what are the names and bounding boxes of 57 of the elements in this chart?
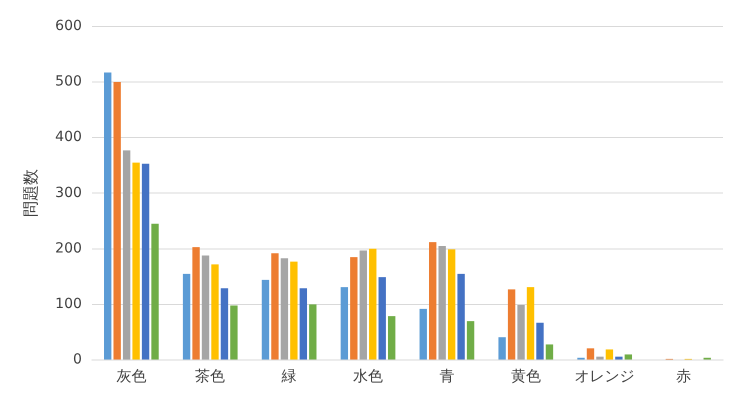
y-tick-label: 100 <box>55 296 82 312</box>
bar <box>388 316 396 360</box>
bar <box>498 337 506 360</box>
bar <box>280 258 288 360</box>
bar <box>624 354 632 360</box>
x-tick-label: 茶色 <box>195 366 226 385</box>
bar <box>586 348 594 360</box>
bar <box>182 274 190 360</box>
x-tick-label: オレンジ <box>574 366 635 385</box>
bar <box>517 304 525 360</box>
bar <box>309 304 316 360</box>
bar <box>596 356 604 360</box>
bar <box>615 356 623 360</box>
bar <box>271 253 279 360</box>
bar <box>429 242 436 360</box>
x-tick-label: 黄色 <box>510 366 541 385</box>
y-tick-label: 0 <box>73 352 82 368</box>
bar <box>350 257 358 360</box>
x-tick-label: 赤 <box>676 366 692 385</box>
bar <box>230 306 238 360</box>
bar <box>536 322 544 360</box>
bar <box>340 287 348 360</box>
x-tick-label: 灰色 <box>116 366 146 385</box>
y-tick-label: 600 <box>55 18 82 34</box>
y-tick-label: 500 <box>55 74 82 90</box>
y-tick-label: 200 <box>55 240 82 256</box>
bar <box>151 224 159 360</box>
bar <box>369 248 376 360</box>
y-axis-title: 問題数 <box>20 169 40 218</box>
bar <box>113 82 121 360</box>
bar <box>546 344 554 360</box>
x-tick-label: 緑 <box>280 366 297 385</box>
bar <box>290 262 298 360</box>
x-tick-label: 水色 <box>353 366 384 385</box>
bar <box>420 308 427 360</box>
bar <box>132 162 140 360</box>
bar <box>526 287 534 360</box>
bar <box>378 277 386 360</box>
bar <box>300 288 308 360</box>
x-tick-label: 青 <box>439 366 454 385</box>
bar <box>438 246 446 360</box>
bar <box>262 280 270 360</box>
y-tick-label: 300 <box>55 184 82 201</box>
bar <box>122 150 130 360</box>
bar <box>360 250 367 360</box>
bar <box>211 264 219 360</box>
bar <box>192 247 200 360</box>
bar <box>448 249 456 360</box>
bar <box>142 164 150 360</box>
bar <box>606 349 614 360</box>
bar <box>508 289 516 360</box>
bar <box>466 321 474 360</box>
bar <box>457 274 465 360</box>
bar <box>220 288 228 360</box>
y-tick-label: 400 <box>55 129 82 146</box>
bar <box>104 72 112 360</box>
bar <box>202 255 210 360</box>
